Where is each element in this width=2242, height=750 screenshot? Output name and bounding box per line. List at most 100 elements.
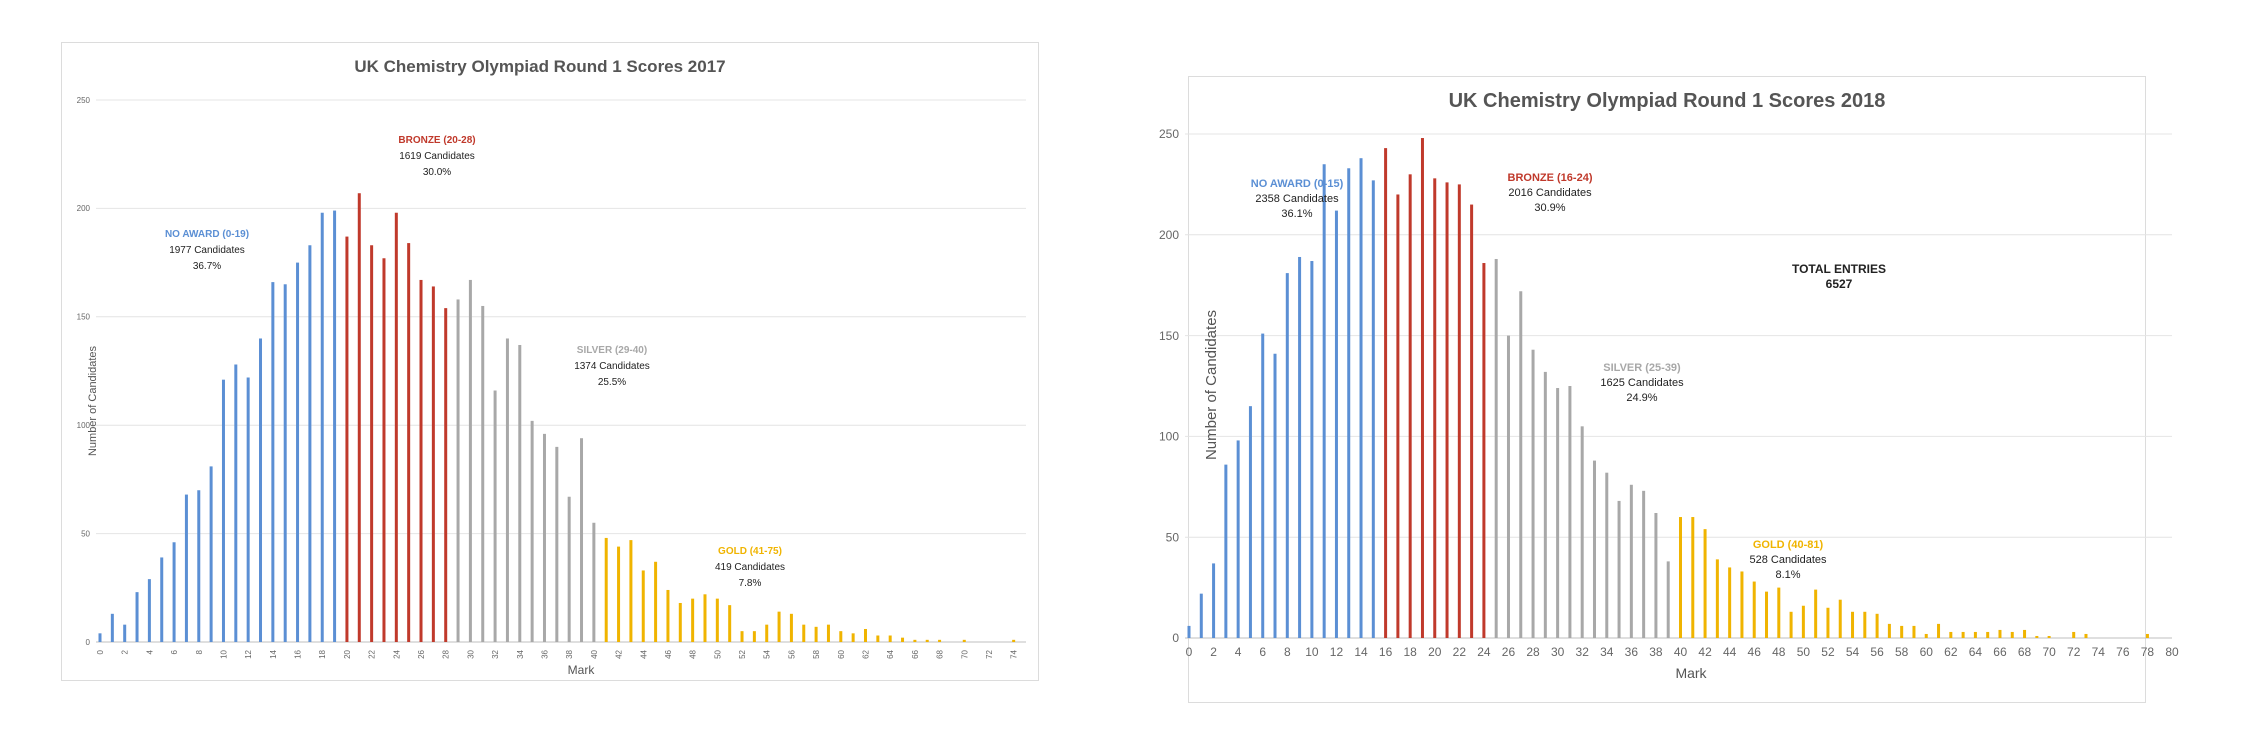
bar-mark-18 (320, 212, 324, 642)
x-tick-label: 46 (1748, 645, 1762, 659)
band-percent: 7.8% (739, 578, 762, 589)
bar-mark-19 (1420, 138, 1424, 639)
x-tick-label: 36 (540, 649, 549, 658)
x-tick-label: 44 (639, 649, 648, 658)
bar-mark-56 (1875, 613, 1879, 638)
x-tick-labels: 0 2 4 6 8 10 12 14 16 18 20 22 24 26 28 30 32 34 36 38 40 42 4… (1186, 645, 2179, 659)
bar-mark-45 (1740, 571, 1744, 638)
x-tick-label: 54 (763, 649, 772, 658)
bar-mark-70 (2047, 635, 2051, 638)
y-tick-label: 200 (77, 204, 91, 213)
x-tick-label: 26 (1502, 645, 1516, 659)
bar-mark-45 (654, 561, 658, 642)
bar-mark-26 (1506, 335, 1510, 638)
bar-mark-5 (1248, 406, 1252, 638)
bar-mark-6 (172, 542, 176, 642)
bar-mark-48 (691, 598, 695, 642)
y-tick-label: 200 (1159, 228, 1179, 242)
bar-mark-36 (542, 433, 546, 642)
bar-mark-22 (1457, 184, 1461, 638)
bar-mark-58 (1900, 625, 1904, 638)
y-tick-label: 50 (81, 529, 90, 538)
x-tick-label: 74 (2092, 645, 2106, 659)
bar-mark-16 (1384, 148, 1388, 638)
y-tick-label: 250 (77, 96, 91, 105)
x-tick-label: 68 (936, 649, 945, 658)
bar-mark-14 (1359, 158, 1363, 638)
bar-mark-57 (802, 624, 806, 642)
bar-mark-7 (1273, 353, 1277, 638)
chart-2017: UK Chemistry Olympiad Round 1 Scores 201… (77, 57, 1026, 677)
band-candidates: 419 Candidates (715, 562, 785, 573)
bar-mark-42 (1703, 529, 1707, 638)
x-tick-label: 58 (812, 649, 821, 658)
x-tick-label: 12 (244, 649, 253, 658)
band-candidates: 1625 Candidates (1600, 377, 1684, 389)
band-percent: 25.5% (598, 377, 626, 388)
x-tick-label: 38 (565, 649, 574, 658)
bar-mark-54 (1851, 611, 1855, 638)
bar-mark-25 (407, 243, 411, 642)
bar-mark-42 (617, 546, 621, 642)
bar-mark-27 (1519, 291, 1523, 638)
annotation-bronze: BRONZE (20-28) 1619 Candidates 30.0% (398, 135, 475, 178)
x-tick-label: 60 (837, 649, 846, 658)
x-tick-label: 28 (1526, 645, 1540, 659)
bar-mark-61 (1937, 623, 1941, 638)
bar-mark-16 (296, 262, 300, 642)
bar-mark-15 (1371, 180, 1375, 639)
annotation-gold: GOLD (41-75) 419 Candidates 7.8% (715, 546, 785, 589)
x-tick-label: 24 (1477, 645, 1491, 659)
bar-mark-35 (530, 420, 534, 642)
x-tick-label: 48 (1772, 645, 1786, 659)
x-tick-label: 44 (1723, 645, 1737, 659)
bar-mark-74 (1012, 639, 1016, 642)
x-tick-label: 78 (2141, 645, 2155, 659)
annotation-silver: SILVER (25-39) 1625 Candidates 24.9% (1600, 362, 1684, 404)
bar-mark-21 (1445, 182, 1449, 638)
bar-mark-40 (592, 522, 596, 642)
bar-mark-31 (1568, 386, 1572, 638)
bar-mark-2 (123, 624, 127, 642)
x-tick-label: 4 (1235, 645, 1242, 659)
band-candidates: 1977 Candidates (169, 245, 245, 256)
bar-mark-56 (789, 613, 793, 642)
bar-mark-55 (1863, 611, 1867, 638)
bar-mark-62 (1949, 631, 1953, 638)
x-tick-label: 50 (1797, 645, 1811, 659)
bar-mark-51 (728, 605, 732, 642)
x-tick-label: 60 (1920, 645, 1934, 659)
x-tick-label: 6 (1259, 645, 1266, 659)
bar-mark-46 (1752, 581, 1756, 638)
x-tick-label: 74 (1010, 649, 1019, 658)
bar-mark-38 (567, 496, 571, 642)
bar-mark-10 (221, 379, 225, 642)
x-tick-labels: 0 2 4 6 8 10 12 14 16 18 20 22 24 26 28 30 32 34 36 38 40 42 4… (96, 649, 1019, 658)
x-axis-label: Mark (1675, 665, 1707, 681)
bar-mark-41 (604, 537, 608, 642)
bar-mark-0 (98, 633, 102, 642)
y-tick-label: 0 (86, 638, 91, 647)
bar-mark-69 (2035, 635, 2039, 638)
bar-mark-7 (184, 494, 188, 642)
bar-mark-67 (2010, 631, 2014, 638)
y-tick-label: 50 (1166, 530, 1180, 544)
x-tick-label: 2 (121, 649, 130, 654)
bar-mark-21 (357, 193, 361, 642)
x-tick-label: 40 (1674, 645, 1688, 659)
bar-mark-18 (1408, 174, 1412, 638)
bar-mark-9 (209, 466, 213, 642)
bar-mark-34 (518, 344, 522, 642)
bar-mark-33 (1592, 460, 1596, 638)
band-name: SILVER (29-40) (577, 345, 647, 356)
x-tick-label: 56 (1870, 645, 1884, 659)
y-tick-label: 0 (1172, 631, 1179, 645)
x-tick-label: 64 (1969, 645, 1983, 659)
bar-mark-64 (888, 635, 892, 642)
x-tick-label: 34 (1600, 645, 1614, 659)
bar-mark-13 (1347, 168, 1351, 638)
bar-mark-26 (419, 279, 423, 642)
bar-mark-70 (962, 639, 966, 642)
band-candidates: 1374 Candidates (574, 361, 650, 372)
bar-mark-61 (851, 633, 855, 642)
